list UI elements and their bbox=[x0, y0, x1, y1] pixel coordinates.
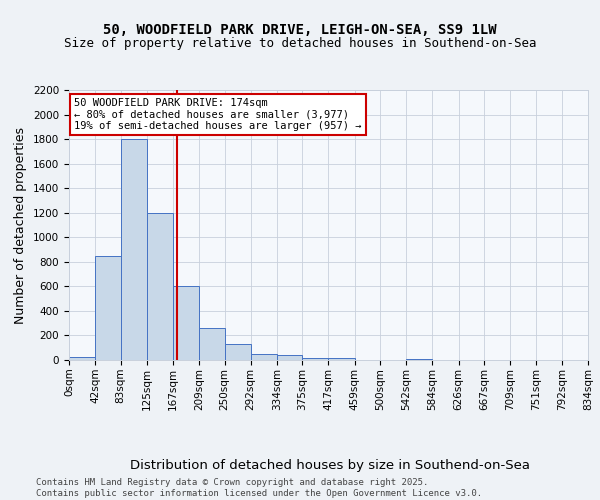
Bar bbox=[199, 328, 224, 360]
Bar bbox=[173, 286, 199, 360]
Text: Distribution of detached houses by size in Southend-on-Sea: Distribution of detached houses by size … bbox=[130, 460, 530, 472]
Bar bbox=[224, 344, 251, 360]
Text: Size of property relative to detached houses in Southend-on-Sea: Size of property relative to detached ho… bbox=[64, 38, 536, 51]
Bar bbox=[277, 355, 302, 360]
Bar bbox=[95, 256, 121, 360]
Bar bbox=[69, 357, 95, 360]
Text: 50, WOODFIELD PARK DRIVE, LEIGH-ON-SEA, SS9 1LW: 50, WOODFIELD PARK DRIVE, LEIGH-ON-SEA, … bbox=[103, 22, 497, 36]
Bar bbox=[329, 358, 355, 360]
Bar bbox=[406, 359, 433, 360]
Text: 50 WOODFIELD PARK DRIVE: 174sqm
← 80% of detached houses are smaller (3,977)
19%: 50 WOODFIELD PARK DRIVE: 174sqm ← 80% of… bbox=[74, 98, 362, 132]
Bar bbox=[121, 139, 147, 360]
Y-axis label: Number of detached properties: Number of detached properties bbox=[14, 126, 28, 324]
Text: Contains HM Land Registry data © Crown copyright and database right 2025.
Contai: Contains HM Land Registry data © Crown c… bbox=[36, 478, 482, 498]
Bar bbox=[302, 358, 329, 360]
Bar bbox=[251, 354, 277, 360]
Bar bbox=[147, 212, 173, 360]
